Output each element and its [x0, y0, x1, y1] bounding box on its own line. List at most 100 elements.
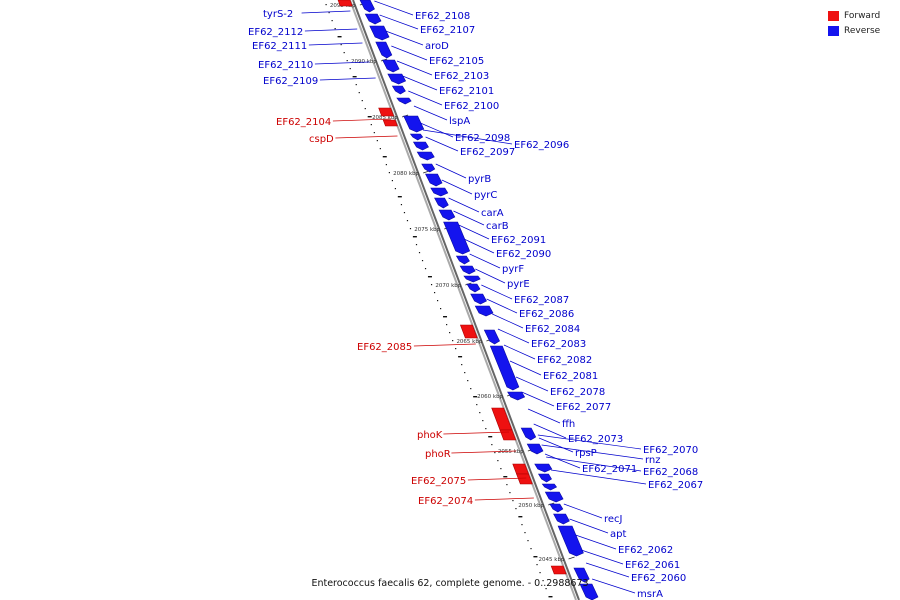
guide-dot — [509, 492, 511, 494]
reverse-gene-block — [544, 491, 564, 503]
reverse-gene-block — [466, 283, 481, 293]
gene-label-lspA: lspA — [449, 116, 470, 127]
guide-dot — [494, 452, 496, 454]
guide-dot — [394, 188, 397, 190]
guide-dot — [376, 140, 378, 142]
reverse-gene-block — [489, 345, 520, 391]
guide-dot — [530, 548, 532, 550]
reverse-gene-block — [369, 25, 390, 41]
reverse-gene-block — [375, 41, 393, 59]
guide-dot — [364, 108, 366, 110]
guide-dot — [455, 348, 457, 350]
gene-labels: tyrS-2 EF62_2112 EF62_2111 EF62_2110 EF62_21… — [248, 9, 703, 600]
reverse-gene-block — [526, 443, 544, 455]
guide-dot — [470, 388, 472, 390]
guide-dot — [527, 540, 529, 542]
reverse-gene-block — [455, 255, 470, 265]
gene-label-carB: carB — [486, 221, 509, 232]
legend-forward-label: Forward — [844, 10, 881, 21]
guide-dot — [400, 204, 403, 206]
guide-dot — [391, 180, 393, 182]
reverse-gene-block — [573, 567, 590, 583]
gene-label-EF62_2101: EF62_2101 — [439, 86, 494, 97]
leader-line — [585, 562, 630, 578]
leader-line — [441, 179, 473, 195]
guide-dot — [409, 228, 412, 230]
reverse-gene-block — [412, 141, 429, 151]
guide-dot — [385, 164, 387, 166]
guide-dot — [518, 516, 523, 518]
guide-dot — [367, 116, 372, 118]
reverse-gene-block — [483, 329, 500, 345]
gene-label-EF62_2100: EF62_2100 — [444, 101, 499, 112]
guide-dot — [421, 260, 424, 262]
guide-dot — [440, 308, 442, 310]
reverse-gene-block — [359, 0, 375, 13]
gene-label-EF62_2073: EF62_2073 — [568, 434, 623, 445]
gene-label-EF62_2097: EF62_2097 — [460, 147, 515, 158]
forward-gene-block — [378, 107, 395, 117]
guide-dot — [437, 300, 439, 302]
guide-dot — [446, 324, 448, 326]
leader-line — [379, 14, 419, 30]
leader-line — [509, 360, 542, 376]
reverse-gene-block — [425, 173, 443, 187]
guide-dot — [539, 572, 541, 574]
guide-dot — [473, 396, 478, 398]
gene-label-EF62_2067: EF62_2067 — [648, 480, 703, 491]
gene-label-EF62_2061: EF62_2061 — [625, 560, 680, 571]
leader-line — [301, 10, 351, 14]
gene-label-EF62_2096: EF62_2096 — [514, 140, 569, 151]
guide-dot — [337, 36, 342, 38]
reverse-gene-block — [557, 525, 584, 557]
leader-line — [492, 313, 524, 329]
leader-line — [550, 469, 647, 485]
gene-label-cspD: cspD — [309, 134, 334, 145]
gene-label-EF62_2108: EF62_2108 — [415, 11, 470, 22]
reverse-gene-block — [421, 163, 436, 173]
scale-tick-label: 2080 kbp — [393, 171, 419, 177]
reverse-gene-block — [470, 293, 487, 305]
gene-label-EF62_2084: EF62_2084 — [525, 324, 580, 335]
scale-tick-label: 2055 kbp — [498, 449, 524, 455]
guide-dot — [497, 460, 499, 462]
gene-label-EF62_2104: EF62_2104 — [276, 117, 331, 128]
gene-label-EF62_2068: EF62_2068 — [643, 467, 698, 478]
scale-tick-label: 2045 kbp — [539, 557, 565, 563]
leader-line — [402, 75, 438, 91]
reverse-gene-block — [534, 463, 553, 473]
reverse-gene-block — [443, 221, 471, 255]
gene-label-rpsP: rpsP — [575, 448, 597, 459]
reverse-gene-block — [434, 197, 449, 209]
gene-label-ffh: ffh — [562, 419, 575, 430]
guide-dot — [452, 340, 454, 342]
guide-dot — [479, 412, 481, 414]
leader-line — [319, 77, 376, 81]
guide-dot — [397, 196, 402, 198]
guide-dot — [467, 380, 469, 382]
reverse-gene-block — [416, 151, 435, 161]
reverse-gene-block — [459, 265, 476, 275]
guide-dot — [412, 236, 417, 238]
guide-dot — [373, 132, 375, 134]
guide-dot — [346, 60, 348, 62]
leader-line — [463, 238, 495, 254]
gene-label-EF62_2086: EF62_2086 — [519, 309, 574, 320]
scale-tick-label: 2070 kbp — [435, 283, 461, 289]
gene-features — [337, 0, 599, 600]
gene-label-EF62_2103: EF62_2103 — [434, 71, 489, 82]
genome-backbone — [349, 0, 580, 600]
guide-dot — [388, 172, 390, 174]
scale-tick-label: 2060 kbp — [477, 394, 503, 400]
guide-dot — [458, 356, 463, 358]
gene-label-rnz: rnz — [645, 455, 661, 466]
gene-label-EF62_2062: EF62_2062 — [618, 545, 673, 556]
guide-dot — [476, 404, 478, 406]
reverse-gene-block — [579, 583, 599, 600]
reverse-gene-block — [520, 427, 537, 441]
gene-label-aroD: aroD — [425, 41, 449, 52]
forward-gene-block — [337, 0, 353, 7]
leader-line — [581, 549, 624, 565]
leader-line — [527, 408, 561, 424]
